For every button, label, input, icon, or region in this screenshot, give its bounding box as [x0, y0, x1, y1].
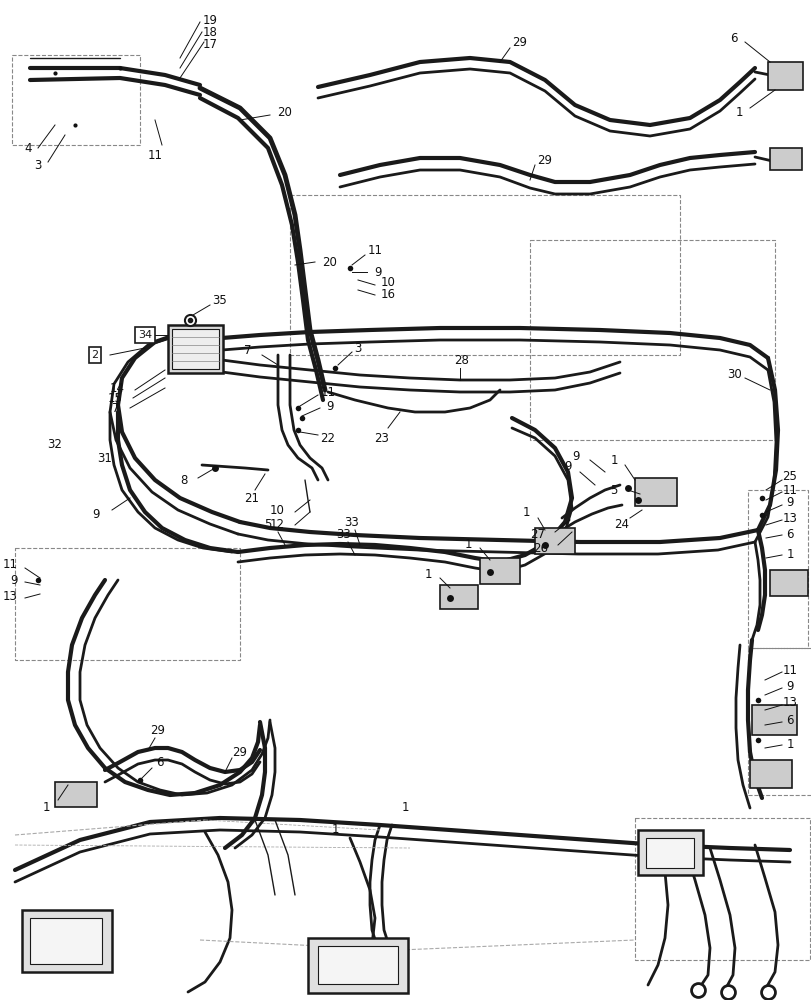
Text: 13: 13: [782, 696, 796, 710]
Bar: [637, 830, 702, 875]
Text: 29: 29: [150, 724, 165, 736]
Bar: [479, 558, 519, 584]
Bar: [634, 478, 676, 506]
Text: 23: 23: [374, 432, 389, 444]
Text: 1: 1: [785, 548, 793, 560]
Text: 6: 6: [156, 756, 164, 768]
Text: 9: 9: [785, 496, 793, 510]
Text: 9: 9: [374, 265, 381, 278]
Text: 15: 15: [108, 391, 122, 404]
Bar: [172, 329, 219, 369]
Text: 19: 19: [202, 14, 217, 27]
Text: 21: 21: [244, 491, 260, 504]
Text: 14: 14: [109, 381, 125, 394]
Text: 4: 4: [24, 142, 32, 155]
Text: 27: 27: [530, 528, 544, 542]
Text: 18: 18: [202, 26, 217, 39]
Text: 3: 3: [35, 159, 42, 172]
Text: 9: 9: [11, 574, 18, 586]
Text: 25: 25: [782, 470, 796, 483]
Text: 26: 26: [532, 542, 547, 554]
Bar: [307, 938, 407, 993]
Text: 20: 20: [277, 106, 292, 119]
Bar: [534, 528, 574, 554]
Text: 32: 32: [48, 438, 62, 452]
Text: 6: 6: [785, 714, 793, 726]
Text: 13: 13: [3, 589, 18, 602]
Text: 1: 1: [464, 538, 471, 550]
Text: 1: 1: [785, 738, 793, 750]
Text: 11: 11: [367, 243, 382, 256]
Text: 31: 31: [97, 452, 112, 464]
Bar: [767, 62, 802, 90]
Text: 2: 2: [92, 350, 98, 360]
Bar: [769, 570, 807, 596]
Bar: [646, 838, 693, 868]
Text: 17: 17: [202, 38, 217, 51]
Text: 11: 11: [782, 484, 796, 496]
Bar: [440, 585, 478, 609]
Text: 22: 22: [320, 432, 335, 444]
Text: 16: 16: [380, 288, 395, 302]
Text: 1: 1: [610, 454, 617, 466]
Text: 5: 5: [264, 518, 272, 532]
Bar: [749, 760, 791, 788]
Text: 8: 8: [180, 474, 188, 487]
Bar: [22, 910, 112, 972]
Text: 30: 30: [727, 367, 741, 380]
Bar: [168, 325, 223, 373]
Text: 6: 6: [785, 528, 793, 540]
Text: 11: 11: [782, 664, 796, 676]
Text: 1: 1: [331, 823, 338, 836]
Text: 29: 29: [512, 36, 527, 49]
Text: 12: 12: [270, 518, 285, 532]
Text: 9: 9: [572, 450, 579, 462]
Text: 1: 1: [424, 568, 431, 580]
Text: 10: 10: [380, 276, 395, 290]
Text: 11: 11: [320, 385, 335, 398]
Text: 7: 7: [244, 344, 251, 357]
Text: 24: 24: [614, 518, 629, 530]
Text: 6: 6: [730, 32, 737, 45]
Text: 1: 1: [521, 506, 530, 518]
Text: 10: 10: [270, 504, 285, 516]
Text: 5: 5: [610, 484, 617, 496]
Text: 20: 20: [322, 255, 337, 268]
Text: 33: 33: [337, 528, 351, 542]
Text: 1: 1: [401, 801, 408, 814]
Text: 33: 33: [344, 516, 359, 528]
Text: 9: 9: [785, 680, 793, 692]
Text: 7: 7: [113, 401, 120, 414]
Text: 9: 9: [92, 508, 100, 520]
Bar: [769, 148, 801, 170]
Text: 3: 3: [354, 342, 361, 355]
Bar: [30, 918, 102, 964]
Text: 11: 11: [148, 149, 162, 162]
Bar: [318, 946, 397, 984]
Text: 9: 9: [326, 399, 333, 412]
Text: 9: 9: [564, 460, 571, 473]
Text: 1: 1: [42, 801, 50, 814]
Text: 1: 1: [735, 106, 742, 119]
Text: 11: 11: [3, 558, 18, 570]
Bar: [751, 705, 796, 735]
Text: 28: 28: [454, 354, 469, 366]
Text: 29: 29: [232, 746, 247, 758]
Text: 13: 13: [782, 512, 796, 524]
Text: 35: 35: [212, 294, 227, 306]
Text: 29: 29: [537, 154, 551, 167]
Text: 34: 34: [138, 330, 152, 340]
Bar: [55, 782, 97, 807]
